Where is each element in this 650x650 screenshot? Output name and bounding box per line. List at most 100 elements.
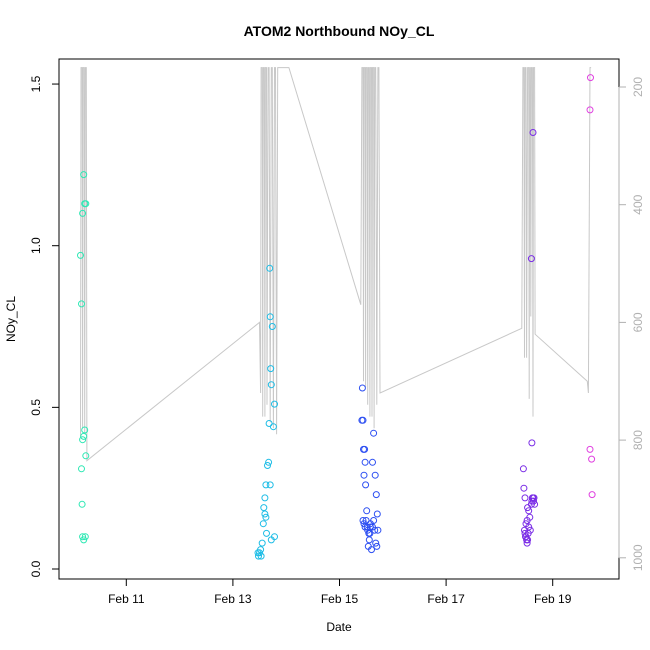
data-point bbox=[78, 465, 85, 473]
data-point bbox=[80, 171, 88, 179]
data-point bbox=[264, 462, 271, 469]
data-point bbox=[255, 552, 262, 560]
right-tick-label: 200 bbox=[631, 77, 645, 97]
data-point bbox=[362, 481, 370, 489]
data-point bbox=[77, 251, 84, 259]
data-point bbox=[368, 546, 375, 554]
data-point bbox=[269, 423, 277, 431]
data-point bbox=[81, 533, 89, 541]
data-point bbox=[82, 452, 90, 460]
data-point bbox=[374, 526, 382, 534]
data-point bbox=[521, 529, 529, 537]
data-point bbox=[363, 507, 371, 515]
data-point bbox=[266, 313, 274, 321]
data-point bbox=[263, 529, 270, 537]
data-point bbox=[526, 526, 534, 534]
x-tick-label: Feb 11 bbox=[108, 592, 145, 606]
data-point bbox=[265, 458, 273, 466]
data-point bbox=[527, 255, 535, 263]
data-point bbox=[371, 526, 379, 534]
data-point bbox=[588, 491, 596, 499]
data-point bbox=[358, 384, 366, 392]
data-point bbox=[271, 533, 278, 541]
data-point bbox=[257, 546, 265, 554]
x-axis-label: Date bbox=[326, 620, 352, 634]
data-point bbox=[587, 74, 594, 82]
chart-title: ATOM2 Northbound NOy_CL bbox=[244, 23, 435, 39]
data-point bbox=[373, 510, 381, 518]
right-tick-label: 400 bbox=[631, 194, 645, 214]
data-point bbox=[81, 426, 89, 434]
data-point bbox=[79, 436, 87, 444]
data-point bbox=[262, 481, 270, 489]
data-point bbox=[360, 471, 368, 479]
pressure-trace-line bbox=[80, 67, 592, 462]
data-point bbox=[261, 510, 269, 518]
data-point bbox=[366, 529, 374, 537]
data-point bbox=[526, 513, 534, 521]
data-point bbox=[520, 484, 528, 492]
data-point bbox=[267, 365, 275, 373]
data-point bbox=[519, 465, 527, 473]
data-point bbox=[586, 106, 594, 114]
data-point bbox=[366, 520, 374, 528]
data-point bbox=[80, 432, 88, 440]
data-point bbox=[266, 481, 274, 489]
data-point bbox=[361, 445, 369, 453]
x-tick-label: Feb 17 bbox=[427, 592, 465, 606]
data-point bbox=[371, 471, 379, 479]
data-point bbox=[78, 300, 85, 308]
y-tick-label: 0.0 bbox=[29, 560, 43, 577]
x-tick-label: Feb 19 bbox=[534, 592, 572, 606]
y-axis-left: 0.0 0.5 1.0 1.5 bbox=[29, 75, 60, 577]
data-point bbox=[530, 497, 537, 505]
data-point bbox=[268, 323, 276, 330]
data-point bbox=[372, 539, 380, 547]
y-tick-label: 1.5 bbox=[29, 75, 43, 92]
data-point bbox=[260, 504, 268, 512]
y-axis-label: NOy_CL bbox=[4, 296, 18, 342]
x-tick-label: Feb 13 bbox=[214, 592, 252, 606]
data-point bbox=[261, 494, 269, 502]
pressure-trace bbox=[80, 67, 592, 462]
data-point bbox=[521, 494, 529, 502]
data-point bbox=[78, 500, 86, 508]
data-point bbox=[586, 445, 594, 453]
data-point bbox=[530, 494, 538, 502]
data-point bbox=[82, 200, 90, 208]
data-point bbox=[588, 455, 596, 463]
y-tick-label: 1.0 bbox=[29, 237, 43, 254]
data-point bbox=[529, 129, 537, 136]
x-axis: Feb 11 Feb 13 Feb 15 Feb 17 Feb 19 bbox=[108, 578, 572, 606]
right-tick-label: 600 bbox=[631, 312, 645, 332]
data-point bbox=[267, 381, 275, 389]
data-point bbox=[369, 458, 376, 466]
data-point bbox=[365, 536, 373, 544]
data-point bbox=[522, 520, 530, 528]
data-point bbox=[524, 536, 532, 544]
data-point bbox=[258, 539, 266, 547]
data-point bbox=[361, 458, 369, 466]
y-tick-label: 0.5 bbox=[29, 399, 43, 416]
data-point bbox=[359, 416, 367, 424]
x-tick-label: Feb 15 bbox=[321, 592, 359, 606]
data-point bbox=[525, 507, 533, 515]
data-point bbox=[259, 520, 267, 528]
right-tick-label: 1000 bbox=[631, 544, 645, 571]
data-point bbox=[359, 517, 367, 524]
data-points bbox=[77, 74, 596, 560]
data-point bbox=[79, 533, 87, 541]
y-axis-right: 200 400 600 800 1000 bbox=[618, 77, 645, 571]
data-point bbox=[523, 539, 531, 547]
data-point bbox=[271, 400, 278, 408]
data-point bbox=[528, 439, 536, 447]
data-point bbox=[266, 264, 274, 272]
data-point bbox=[257, 552, 265, 560]
data-point bbox=[370, 429, 378, 437]
data-point bbox=[265, 420, 273, 427]
data-point bbox=[79, 209, 87, 217]
data-point bbox=[256, 549, 263, 557]
right-tick-label: 800 bbox=[631, 430, 645, 450]
data-point bbox=[373, 542, 381, 550]
